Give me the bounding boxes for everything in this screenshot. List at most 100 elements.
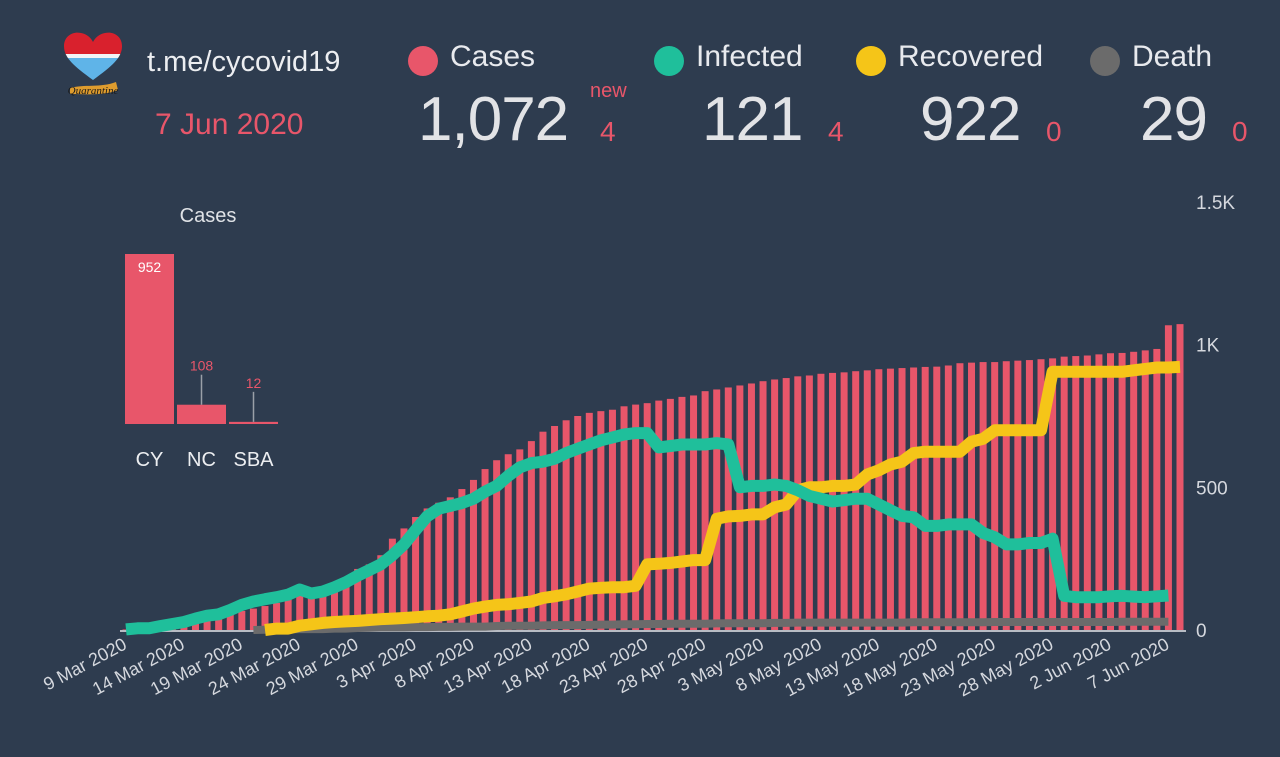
case-bar <box>1141 350 1149 630</box>
case-bar <box>574 416 582 630</box>
y-tick-label: 1K <box>1196 336 1220 357</box>
case-bar <box>365 564 373 630</box>
case-bar <box>435 502 443 630</box>
case-bar <box>643 403 651 630</box>
case-bar <box>1083 355 1091 630</box>
case-bar <box>342 578 350 630</box>
quarantine-heart-logo: Quarantine <box>56 28 130 104</box>
case-bar <box>377 555 385 630</box>
site-link[interactable]: t.me/cycovid19 <box>147 46 341 78</box>
case-bar <box>1025 360 1033 630</box>
case-bar <box>1049 358 1057 630</box>
case-bar <box>794 376 802 630</box>
y-tick-label: 500 <box>1196 478 1228 499</box>
stat-delta: 0 <box>1232 116 1248 147</box>
stat-delta: 0 <box>1046 116 1062 147</box>
case-bar <box>516 449 524 630</box>
infected-dot-icon <box>654 46 684 76</box>
case-bar <box>1153 348 1161 630</box>
recovered-line <box>264 360 1181 636</box>
case-bar <box>608 409 616 630</box>
mini-bar-nc <box>177 404 226 424</box>
case-bar <box>666 398 674 630</box>
case-bar <box>319 588 327 630</box>
cases-dot-icon <box>408 46 438 76</box>
case-bar <box>886 368 894 630</box>
case-bar <box>307 592 315 630</box>
mini-value-label: 952 <box>138 259 162 275</box>
case-bar <box>956 363 964 630</box>
case-bar <box>632 404 640 630</box>
case-bar <box>898 368 906 630</box>
case-bar <box>400 528 408 630</box>
case-bar <box>701 391 709 630</box>
case-bar <box>551 425 559 630</box>
case-bar <box>1060 356 1068 630</box>
case-bar <box>805 375 813 630</box>
stat-value: 121 <box>702 85 803 154</box>
recovered-dot-icon <box>856 46 886 76</box>
case-bar <box>388 538 396 630</box>
case-bar <box>122 629 130 630</box>
case-bar <box>991 362 999 630</box>
case-bar <box>412 517 420 630</box>
infected-line <box>125 427 1169 636</box>
case-bar <box>469 479 477 630</box>
case-bar <box>1176 324 1184 630</box>
case-bar <box>1014 360 1022 630</box>
case-bar <box>215 616 223 630</box>
mini-category-label: CY <box>136 449 164 471</box>
case-bar <box>261 606 269 630</box>
mini-chart-title: Cases <box>180 205 237 227</box>
case-bar <box>458 489 466 630</box>
case-bar <box>759 381 767 630</box>
stat-value: 29 <box>1140 85 1208 154</box>
case-bar <box>203 616 211 630</box>
series-lines <box>125 360 1181 636</box>
case-bar <box>562 420 570 630</box>
case-bar <box>1095 354 1103 630</box>
y-tick-label: 0 <box>1196 621 1207 642</box>
case-bar <box>620 406 628 630</box>
case-bar <box>933 366 941 630</box>
y-axis: 0 500 1K 1.5K <box>1196 193 1235 642</box>
case-bar <box>968 362 976 630</box>
stat-value: 922 <box>920 85 1021 154</box>
stat-label: Infected <box>696 40 803 73</box>
case-bar <box>527 441 535 630</box>
case-bar <box>747 383 755 630</box>
death-line <box>253 617 1169 634</box>
case-bar <box>724 387 732 630</box>
case-bar <box>330 583 338 630</box>
case-bar <box>273 602 281 630</box>
case-bar <box>910 367 918 630</box>
case-bar <box>423 508 431 630</box>
case-bar <box>678 396 686 630</box>
case-bar <box>944 365 952 630</box>
case-bar <box>1107 353 1115 630</box>
case-bar <box>504 454 512 630</box>
case-bar <box>493 460 501 630</box>
cases-bars <box>120 324 1186 632</box>
case-bar <box>284 596 292 630</box>
mini-bar-sba <box>229 421 278 424</box>
stat-label: Recovered <box>898 40 1044 73</box>
case-bar <box>655 400 663 630</box>
case-bar <box>226 613 234 630</box>
case-bar <box>249 608 257 630</box>
case-bar <box>921 366 929 630</box>
mini-category-label: NC <box>187 449 216 471</box>
death-dot-icon <box>1090 46 1120 76</box>
case-bar <box>1118 352 1126 630</box>
case-bar <box>481 469 489 630</box>
svg-text:Quarantine: Quarantine <box>68 85 119 97</box>
mini-value-label: 12 <box>246 375 262 391</box>
mini-value-label: 108 <box>190 358 214 374</box>
case-bar <box>585 412 593 630</box>
case-bar <box>1072 356 1080 630</box>
mini-category-label: SBA <box>233 449 274 471</box>
stat-label: Death <box>1132 40 1213 73</box>
mini-bar-cy <box>125 254 174 424</box>
case-bar <box>690 395 698 630</box>
